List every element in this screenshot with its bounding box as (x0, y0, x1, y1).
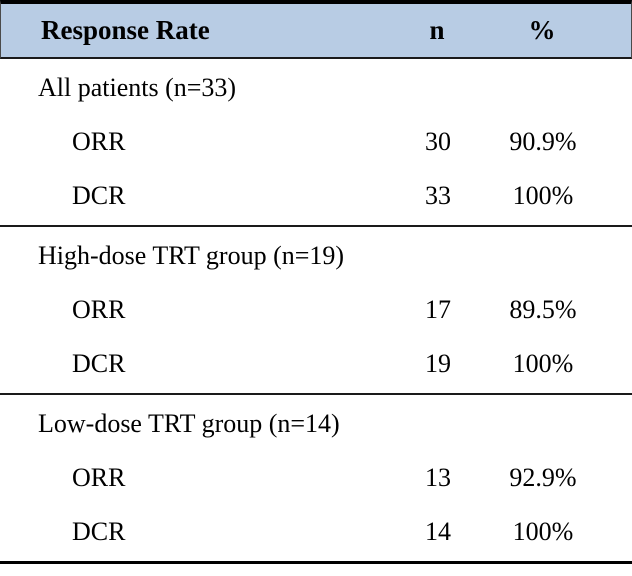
row-label: ORR (72, 127, 126, 156)
row-label: ORR (72, 463, 126, 492)
table-row: ORR 13 92.9% (0, 451, 632, 505)
row-label: DCR (72, 517, 126, 546)
table-row: ORR 30 90.9% (0, 115, 632, 169)
row-n-value: 13 (425, 463, 451, 492)
response-rate-table: Response Rate n % All patients (n=33) OR… (0, 0, 632, 564)
group-row: All patients (n=33) (0, 61, 632, 115)
table-row: ORR 17 89.5% (0, 283, 632, 337)
row-label: DCR (72, 181, 126, 210)
row-n-value: 14 (425, 517, 451, 546)
header-percent: % (528, 15, 556, 45)
row-pct-value: 90.9% (509, 127, 577, 156)
row-pct-value: 100% (512, 181, 574, 210)
header-response-rate: Response Rate (41, 15, 210, 45)
row-pct-value: 100% (512, 349, 574, 378)
section-high-dose: High-dose TRT group (n=19) ORR 17 89.5% … (0, 227, 632, 395)
row-label: DCR (72, 349, 126, 378)
header-n: n (429, 15, 445, 45)
row-n-value: 30 (425, 127, 451, 156)
table-header-row: Response Rate n % (0, 0, 632, 59)
section-low-dose: Low-dose TRT group (n=14) ORR 13 92.9% D… (0, 395, 632, 564)
row-n-value: 33 (425, 181, 451, 210)
group-label: Low-dose TRT group (n=14) (38, 409, 340, 438)
row-n-value: 19 (425, 349, 451, 378)
row-n-value: 17 (425, 295, 451, 324)
table-row: DCR 19 100% (0, 337, 632, 391)
table-row: DCR 14 100% (0, 505, 632, 559)
group-label: All patients (n=33) (38, 73, 237, 102)
row-pct-value: 89.5% (509, 295, 577, 324)
table-row: DCR 33 100% (0, 169, 632, 223)
group-label: High-dose TRT group (n=19) (38, 241, 345, 270)
section-all-patients: All patients (n=33) ORR 30 90.9% DCR 33 … (0, 59, 632, 227)
group-row: Low-dose TRT group (n=14) (0, 397, 632, 451)
row-pct-value: 100% (512, 517, 574, 546)
row-label: ORR (72, 295, 126, 324)
row-pct-value: 92.9% (509, 463, 577, 492)
group-row: High-dose TRT group (n=19) (0, 229, 632, 283)
